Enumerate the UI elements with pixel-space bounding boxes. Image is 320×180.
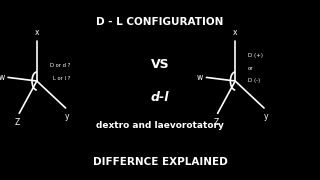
Text: VS: VS — [151, 58, 169, 71]
Text: x: x — [233, 28, 237, 37]
Text: w: w — [0, 73, 5, 82]
Text: w: w — [197, 73, 203, 82]
Text: Z: Z — [213, 118, 219, 127]
Text: x: x — [35, 28, 39, 37]
Text: D (+): D (+) — [248, 53, 263, 58]
Text: D (-): D (-) — [248, 78, 260, 84]
Text: D or d ?: D or d ? — [50, 63, 70, 68]
Text: or: or — [248, 66, 254, 71]
Text: dextro and laevorotatory: dextro and laevorotatory — [96, 122, 224, 130]
Text: Z: Z — [15, 118, 20, 127]
Text: D - L CONFIGURATION: D - L CONFIGURATION — [96, 17, 224, 27]
Text: L or l ?: L or l ? — [53, 76, 70, 81]
Text: y: y — [263, 112, 268, 121]
Text: y: y — [65, 112, 69, 121]
Text: d-l: d-l — [151, 91, 169, 104]
Text: DIFFERNCE EXPLAINED: DIFFERNCE EXPLAINED — [92, 157, 228, 167]
